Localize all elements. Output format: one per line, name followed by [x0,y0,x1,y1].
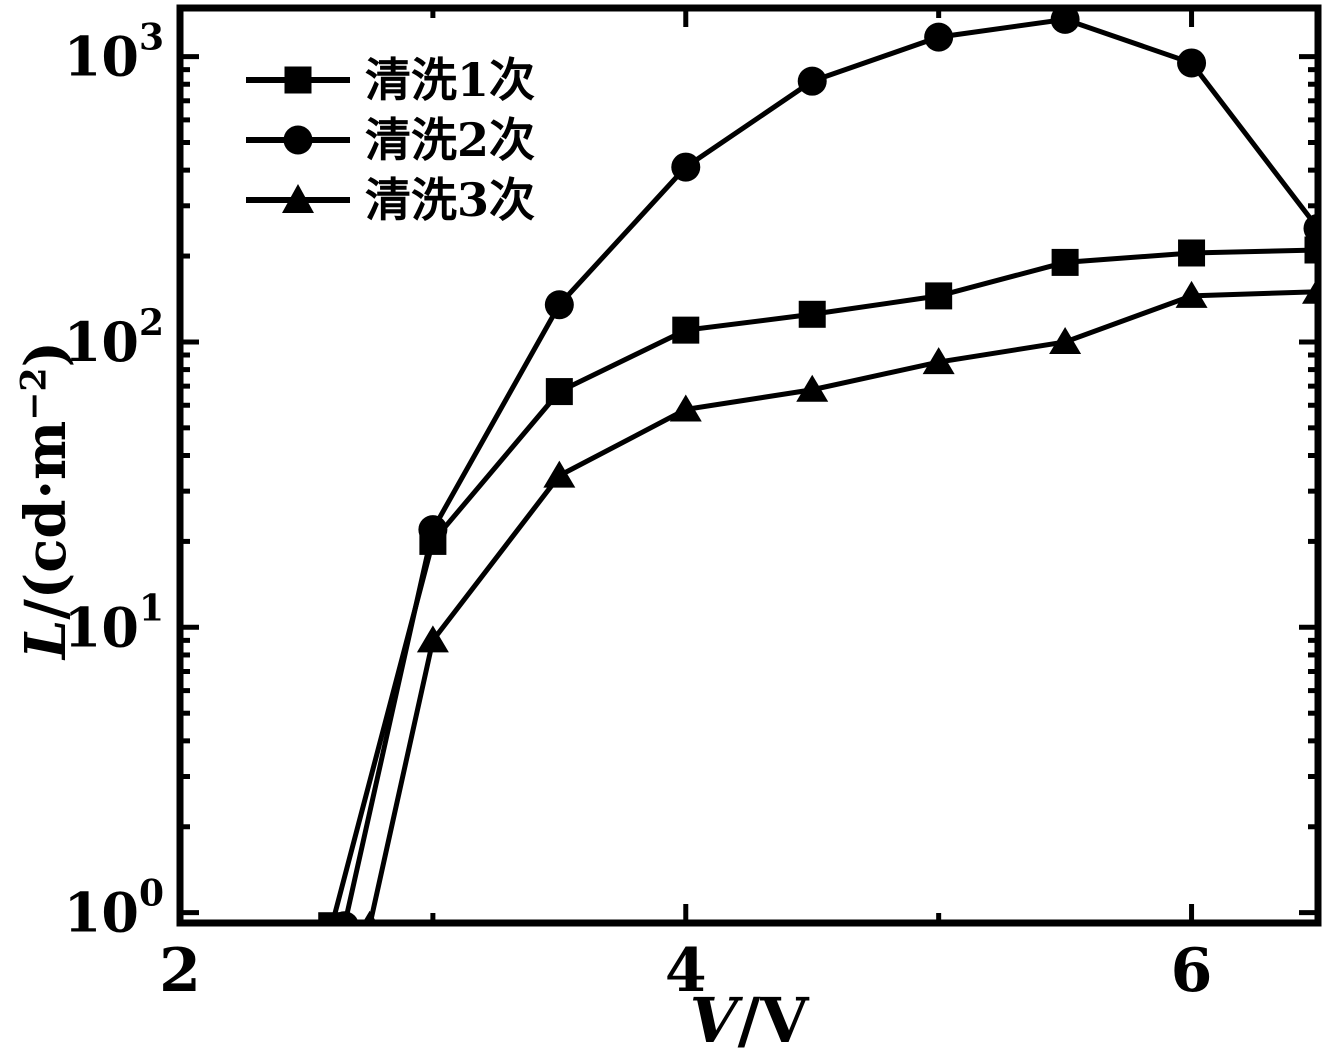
data-point-marker [672,316,700,344]
data-point-marker [1177,48,1207,78]
data-point-marker [924,22,954,52]
legend-item-wash-1: 清洗1次 [245,50,535,110]
x-tick-label: 6 [1171,936,1213,1006]
data-point-marker [797,66,827,96]
series-layer [318,8,1318,923]
legend-item-wash-2: 清洗2次 [245,110,535,170]
y-axis-unit-prefix: /(cd·m [13,420,79,620]
y-axis-unit-suffix: ) [13,340,79,368]
data-point-marker [671,152,701,182]
legend-key-circle-icon [246,125,350,155]
series-2 [330,8,1318,923]
y-axis-unit-exponent: −2 [13,367,55,421]
series-1 [318,236,1318,923]
legend-key-square-icon [246,66,350,94]
data-point-marker [1175,280,1208,308]
data-point-marker [543,460,576,488]
data-point-marker [1049,326,1082,354]
data-point-marker [1178,239,1206,267]
data-point-marker [318,912,346,923]
y-tick-label: 100 [64,873,164,945]
data-point-marker [925,282,953,310]
y-axis-title: L/(cd·m−2) [13,341,79,659]
legend-key-triangle-icon [246,184,350,213]
y-tick-label: 103 [64,17,164,89]
data-point-marker [418,515,448,545]
data-point-marker [1303,213,1318,243]
x-axis-title: V/V [690,990,809,1052]
series-3 [362,276,1318,923]
data-point-marker [1051,248,1079,276]
data-point-marker [922,347,955,375]
data-point-marker [796,374,829,402]
data-point-marker [1302,276,1318,304]
data-point-marker [544,290,574,320]
data-point-marker [545,378,573,406]
data-point-marker [1050,8,1080,34]
series-line [329,247,1318,923]
data-point-marker [416,625,449,653]
legend-label: 清洗3次 [365,173,536,227]
legend-item-wash-3: 清洗3次 [245,170,535,230]
x-axis-unit: /V [737,984,809,1057]
x-tick-label: 4 [665,936,707,1006]
data-point-marker [798,300,826,328]
ticks-layer [177,8,1318,923]
data-point-marker [669,394,702,422]
y-axis-variable: L [13,619,79,660]
x-tick-label: 2 [159,936,201,1006]
legend-label: 清洗1次 [365,53,536,107]
axes-frame [176,4,1322,927]
legend: 清洗1次 清洗2次 清洗3次 [245,50,535,230]
legend-label: 清洗2次 [365,113,536,167]
x-axis-variable: V [689,984,738,1057]
